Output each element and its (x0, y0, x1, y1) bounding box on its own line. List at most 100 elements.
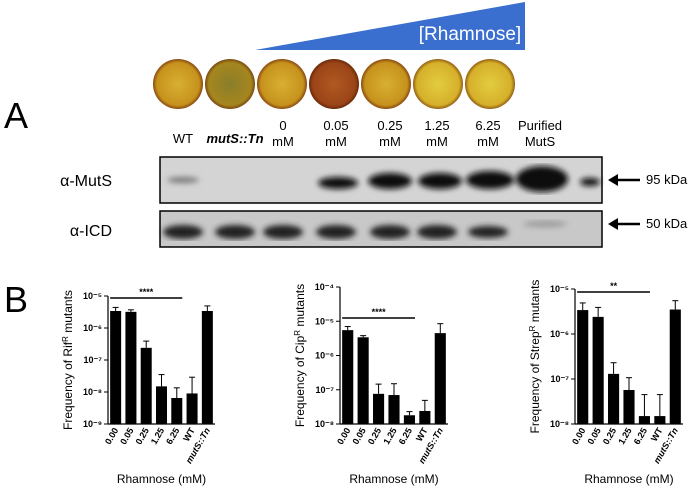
lane-label: 0 (279, 118, 286, 133)
bar (623, 389, 635, 424)
bands-mutS (167, 166, 600, 192)
lane-label: Purified (518, 118, 562, 133)
gradient-triangle (255, 2, 525, 50)
y-tick-label: 10⁻⁸ (550, 419, 569, 429)
y-axis-label-part: Frequency of Rif (61, 341, 75, 430)
bar (608, 373, 620, 424)
significance: ** (610, 281, 618, 291)
x-axis-label: Rhamnose (mM) (349, 472, 438, 486)
lane-label: mM (426, 134, 448, 149)
bar (342, 330, 354, 424)
plate (413, 59, 463, 109)
bar (419, 410, 431, 424)
lane-label: 0.25 (377, 118, 402, 133)
x-tick-label: 0.00 (570, 426, 587, 446)
y-tick-label: 10⁻⁷ (551, 374, 570, 384)
y-axis-label-part: R (61, 336, 70, 342)
x-tick-label: 6.25 (632, 426, 649, 446)
chart: 10⁻⁸10⁻⁷10⁻⁶10⁻⁵0.000.050.251.256.25 WTmu… (528, 280, 683, 486)
x-tick-label: 1.25 (616, 426, 633, 446)
bar (155, 386, 168, 424)
plate (361, 59, 411, 109)
plate (465, 59, 515, 109)
y-axis-label-part: mutants (293, 284, 307, 330)
lane-label: mutS::Tn (206, 131, 263, 146)
y-tick-label: 10⁻⁷ (84, 355, 103, 365)
lane-label: mM (379, 134, 401, 149)
y-tick-label: 10⁻⁷ (316, 385, 335, 395)
y-axis-label-part: R (293, 330, 302, 336)
bar (638, 416, 650, 424)
lane-label: WT (173, 131, 193, 146)
x-axis-label: Rhamnose (mM) (584, 472, 673, 486)
bar (669, 309, 681, 424)
bar (110, 310, 122, 424)
chart: 10⁻⁸ 10⁻⁷ 10⁻⁶ 10⁻⁵ 10⁻⁴ 0.000.050.251.256.25… (293, 282, 448, 486)
plates (153, 59, 515, 109)
bar (125, 311, 137, 424)
x-tick-label: 0.25 (601, 426, 618, 446)
y-tick-label: 10⁻⁸ (83, 387, 102, 397)
plate (257, 59, 307, 109)
x-tick-label: 0.25 (134, 426, 151, 446)
x-tick-label: 0.00 (335, 426, 352, 446)
y-tick-label: 10⁻⁵ (315, 316, 334, 326)
lane-labels: WT mutS::Tn0mM0.05mM0.25mM1.25mM6.25mMPur… (173, 118, 562, 149)
x-tick-label: 1.25 (381, 426, 398, 446)
bar (140, 347, 152, 424)
marker-label: 95 kDa (646, 172, 688, 187)
significance: **** (372, 307, 387, 317)
y-axis-label: Frequency of RifR mutants (61, 290, 76, 430)
x-tick-label: 0.05 (350, 426, 367, 446)
x-tick-label: 6.25 (164, 426, 181, 446)
bar (373, 393, 385, 424)
y-axis-label: Frequency of CipR mutants (293, 284, 308, 427)
plate (205, 59, 255, 109)
panel-letter: A (4, 95, 28, 136)
bar (403, 415, 415, 424)
arrow-head (608, 174, 618, 186)
lane-label: MutS (525, 134, 556, 149)
y-axis-label-part: Frequency of Cip (293, 335, 307, 427)
bar (577, 310, 589, 424)
bands-icd (163, 221, 567, 239)
x-tick-label: 6.25 (397, 426, 414, 446)
bar (186, 393, 198, 424)
plate (153, 59, 203, 109)
y-axis-label-part: mutants (528, 280, 542, 326)
x-tick-label: 0.00 (103, 426, 120, 446)
arrow-head (608, 218, 618, 230)
bar (171, 397, 183, 424)
lane-label: mM (477, 134, 499, 149)
y-axis-label-part: Frequency of Strep (528, 331, 542, 433)
y-tick-label: 10⁻⁵ (550, 284, 569, 294)
y-tick-label: 10⁻⁴ (315, 282, 334, 292)
y-axis-label: Frequency of StrepR mutants (528, 280, 543, 434)
x-axis-label: Rhamnose (mM) (117, 472, 206, 486)
bar (592, 316, 604, 424)
lane-label: mM (325, 134, 347, 149)
row-label: α-MutS (60, 173, 112, 190)
y-axis-label-part: R (528, 325, 537, 331)
x-tick-label: 1.25 (149, 426, 166, 446)
row-label: α-ICD (70, 223, 112, 240)
plate (309, 59, 359, 109)
y-tick-label: 10⁻⁸ (315, 419, 334, 429)
lane-label: 0.05 (323, 118, 348, 133)
bar (201, 310, 213, 424)
x-tick-label: 0.05 (118, 426, 135, 446)
y-tick-label: 10⁻⁶ (83, 323, 102, 333)
y-tick-label: 10⁻⁶ (315, 351, 334, 361)
bar (434, 333, 446, 424)
y-tick-label: 10⁻⁹ (83, 419, 102, 429)
panel-letter: B (4, 279, 28, 320)
x-tick-label: 0.05 (585, 426, 602, 446)
y-tick-label: 10⁻⁵ (83, 291, 102, 301)
x-tick-label: 0.25 (366, 426, 383, 446)
y-axis-label-part: mutants (61, 290, 75, 336)
lane-label: 1.25 (424, 118, 449, 133)
gradient-label: [Rhamnose] (419, 24, 521, 45)
marker-label: 50 kDa (646, 216, 688, 231)
bar (654, 416, 666, 424)
